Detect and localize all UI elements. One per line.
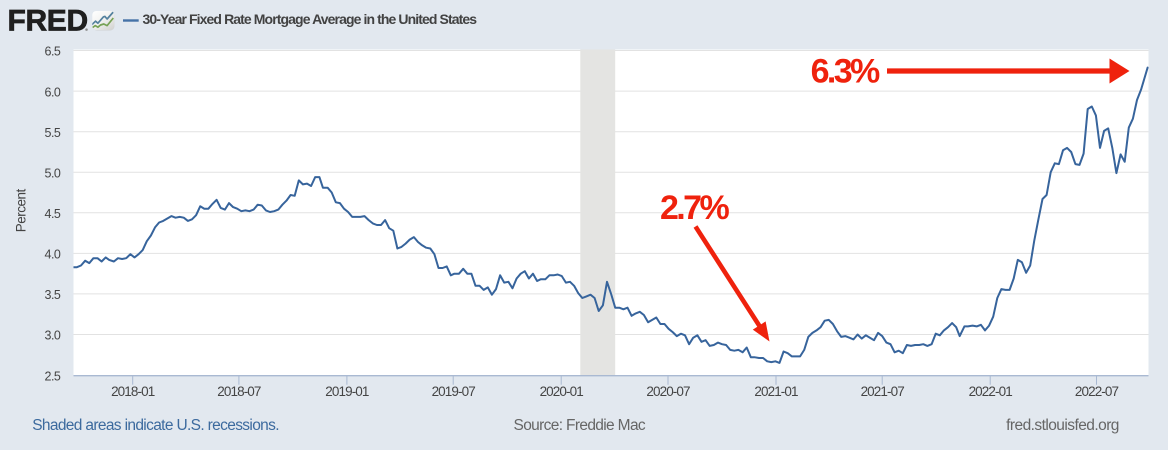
svg-text:2018-07: 2018-07 (217, 384, 261, 399)
svg-text:Shaded areas indicate U.S. rec: Shaded areas indicate U.S. recessions. (32, 417, 279, 434)
svg-text:3.0: 3.0 (45, 329, 61, 343)
svg-text:2.7%: 2.7% (660, 189, 729, 227)
svg-text:6.5: 6.5 (45, 45, 61, 59)
svg-text:5.5: 5.5 (45, 126, 61, 140)
svg-text:2.5: 2.5 (45, 369, 61, 383)
svg-text:fred.stlouisfed.org: fred.stlouisfed.org (1006, 417, 1119, 434)
svg-text:Source: Freddie Mac: Source: Freddie Mac (514, 417, 646, 434)
svg-text:5.0: 5.0 (45, 166, 61, 180)
svg-text:3.5: 3.5 (45, 288, 61, 302)
svg-text:2019-01: 2019-01 (325, 384, 369, 399)
svg-text:30-Year Fixed Rate Mortgage Av: 30-Year Fixed Rate Mortgage Average in t… (143, 11, 478, 27)
svg-text:6.3%: 6.3% (811, 52, 880, 90)
svg-text:4.5: 4.5 (45, 207, 61, 221)
svg-text:2021-01: 2021-01 (754, 384, 798, 399)
svg-text:2020-01: 2020-01 (540, 384, 584, 399)
svg-text:Percent: Percent (13, 189, 28, 233)
svg-text:FRED: FRED (8, 5, 88, 38)
svg-text:6.0: 6.0 (45, 85, 61, 99)
svg-text:2022-07: 2022-07 (1075, 384, 1119, 399)
svg-text:2019-07: 2019-07 (432, 384, 476, 399)
svg-text:4.0: 4.0 (45, 248, 61, 262)
svg-text:2022-01: 2022-01 (969, 384, 1013, 399)
svg-text:2018-01: 2018-01 (111, 384, 155, 399)
svg-text:2021-07: 2021-07 (861, 384, 905, 399)
svg-text:2020-07: 2020-07 (646, 384, 690, 399)
